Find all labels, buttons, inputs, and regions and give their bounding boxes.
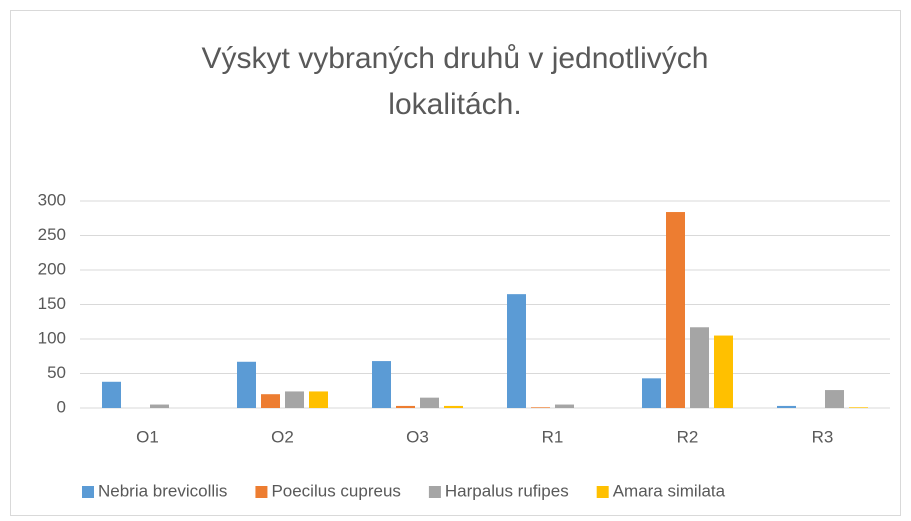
bar <box>666 212 685 408</box>
bar <box>150 404 169 408</box>
bar <box>825 390 844 408</box>
legend-swatch <box>428 486 441 498</box>
bar <box>555 404 574 408</box>
y-tick-label: 250 <box>38 225 66 244</box>
legend-label: Amara similata <box>613 481 726 500</box>
bar <box>396 405 415 408</box>
bar <box>285 391 304 408</box>
bar <box>444 405 463 408</box>
bar <box>261 394 280 408</box>
y-tick-label: 200 <box>38 259 66 278</box>
bar <box>849 407 868 408</box>
chart-border <box>10 10 901 516</box>
bar <box>237 361 256 408</box>
bar <box>690 327 709 408</box>
legend-label: Harpalus rufipes <box>445 481 569 500</box>
bar <box>531 407 550 408</box>
bar <box>102 381 121 408</box>
legend-label: Poecilus cupreus <box>271 481 400 500</box>
chart-title: Výskyt vybraných druhů v jednotlivých lo… <box>201 42 709 121</box>
x-tick-label: R1 <box>542 427 564 446</box>
legend-swatch <box>255 486 268 498</box>
y-tick-label: 100 <box>38 328 66 347</box>
legend-label: Nebria brevicollis <box>98 481 227 500</box>
bar <box>714 335 733 408</box>
y-tick-label: 300 <box>38 190 66 209</box>
bar <box>642 378 661 408</box>
legend-swatch <box>82 486 94 498</box>
x-tick-label: O2 <box>271 427 294 446</box>
y-tick-label: 50 <box>47 363 66 382</box>
y-tick-label: 0 <box>57 397 66 416</box>
bar <box>372 361 391 408</box>
bar <box>420 397 439 408</box>
bar <box>507 294 526 408</box>
x-tick-label: R2 <box>677 427 699 446</box>
bar <box>777 405 796 408</box>
x-tick-label: O3 <box>406 427 429 446</box>
legend-swatch <box>596 486 609 498</box>
bar <box>309 391 328 408</box>
x-tick-label: O1 <box>136 427 159 446</box>
x-tick-label: R3 <box>812 427 834 446</box>
y-tick-label: 150 <box>38 294 66 313</box>
